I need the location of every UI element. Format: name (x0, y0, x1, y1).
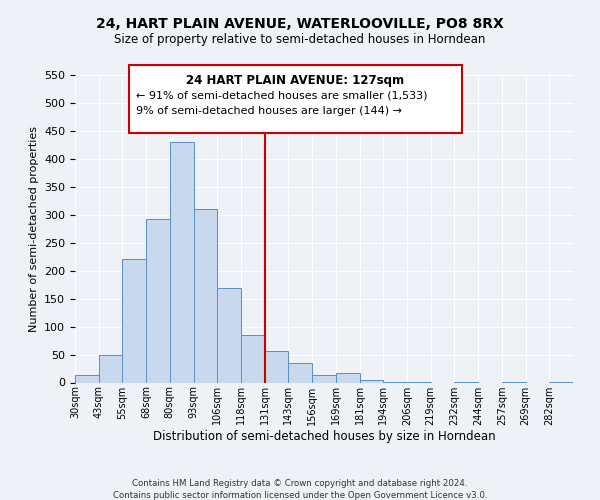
Y-axis label: Number of semi-detached properties: Number of semi-detached properties (29, 126, 38, 332)
Bar (194, 208, 217, 382)
X-axis label: Distribution of semi-detached houses by size in Horndean: Distribution of semi-detached houses by … (152, 430, 496, 444)
Bar (241, 335, 265, 382)
Bar (312, 375, 336, 382)
Bar (359, 380, 383, 382)
Bar (265, 350, 289, 382)
Text: Size of property relative to semi-detached houses in Horndean: Size of property relative to semi-detach… (115, 32, 485, 46)
Bar (122, 259, 146, 382)
Bar (217, 288, 241, 382)
Bar (99, 355, 122, 382)
Text: Contains HM Land Registry data © Crown copyright and database right 2024.: Contains HM Land Registry data © Crown c… (132, 479, 468, 488)
Text: Contains public sector information licensed under the Open Government Licence v3: Contains public sector information licen… (113, 491, 487, 500)
Text: 24, HART PLAIN AVENUE, WATERLOOVILLE, PO8 8RX: 24, HART PLAIN AVENUE, WATERLOOVILLE, PO… (96, 18, 504, 32)
Bar (75, 375, 99, 382)
Bar (336, 373, 359, 382)
Text: 9% of semi-detached houses are larger (144) →: 9% of semi-detached houses are larger (1… (136, 106, 402, 116)
Bar (170, 142, 194, 382)
Text: 24 HART PLAIN AVENUE: 127sqm: 24 HART PLAIN AVENUE: 127sqm (187, 74, 404, 87)
Text: ← 91% of semi-detached houses are smaller (1,533): ← 91% of semi-detached houses are smalle… (136, 91, 428, 101)
Bar (289, 364, 312, 382)
Bar (146, 218, 170, 382)
